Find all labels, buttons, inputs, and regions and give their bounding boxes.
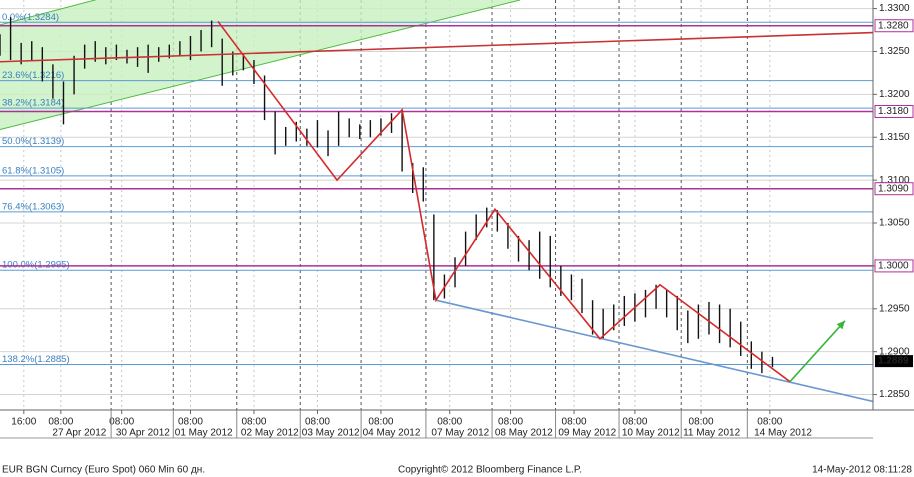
y-tick-label: 1.3050	[879, 218, 910, 229]
footer-right: 14-May-2012 08:11:28	[812, 465, 912, 476]
date-label: 03 May 2012	[302, 428, 360, 439]
trend-line	[435, 299, 873, 403]
trend-line	[0, 31, 873, 63]
plot-area: 0.0%(1.3284) 23.6%(1.3216) 38.2%(1.3184) 50…	[0, 0, 873, 410]
x-tick-label: 08:00	[498, 417, 523, 428]
y-tick-label: 1.2950	[879, 303, 910, 314]
channel-line	[0, 0, 97, 26]
y-tick-label: 1.3300	[879, 3, 910, 14]
date-label: 07 May 2012	[431, 428, 489, 439]
x-tick-label: 16:00	[11, 417, 36, 428]
date-label: 04 May 2012	[363, 428, 421, 439]
arrow-head	[836, 320, 845, 330]
y-tick-label: 1.3100	[879, 175, 910, 186]
footer-left: EUR BGN Curncy (Euro Spot) 060 Min 60 дн…	[2, 465, 205, 476]
fib-label: 61.8%(1.3105)	[2, 165, 64, 176]
x-tick-label: 08:00	[48, 417, 73, 428]
x-tick-label: 08:00	[241, 417, 266, 428]
x-tick-label: 08:00	[368, 417, 393, 428]
x-tick-label: 08:00	[178, 417, 203, 428]
y-tick-label: 1.2850	[879, 389, 910, 400]
fib-label: 76.4%(1.3063)	[2, 201, 64, 212]
fib-label: 50.0%(1.3139)	[2, 136, 64, 147]
y-tick-label: 1.3150	[879, 132, 910, 143]
date-label: 11 May 2012	[683, 428, 741, 439]
y-tick-label: 1.3200	[879, 89, 910, 100]
x-tick-label: 08:00	[305, 417, 330, 428]
last-price-box	[875, 355, 913, 368]
x-tick-label: 08:00	[109, 417, 134, 428]
date-label: 14 May 2012	[754, 428, 812, 439]
x-tick-label: 08:00	[622, 417, 647, 428]
date-label: 10 May 2012	[622, 428, 680, 439]
fib-label: 23.6%(1.3216)	[2, 70, 64, 81]
last-price-label: 1.2889	[878, 356, 909, 367]
x-tick-label: 08:00	[437, 417, 462, 428]
fib-label: 138.2%(1.2885)	[2, 354, 70, 365]
x-tick-label: 08:00	[689, 417, 714, 428]
date-label: 30 Apr 2012	[116, 428, 170, 439]
x-tick-label: 08:00	[757, 417, 782, 428]
trend-line	[217, 20, 791, 383]
level-label: 1.3090	[878, 183, 909, 194]
level-box	[874, 19, 914, 33]
x-tick-label: 08:00	[562, 417, 587, 428]
fib-label: 38.2%(1.3184)	[2, 98, 64, 109]
date-label: 09 May 2012	[558, 428, 616, 439]
y-tick-label: 1.3250	[879, 46, 910, 57]
y-tick-label: 1.2900	[879, 346, 910, 357]
level-box	[874, 105, 914, 119]
date-label: 01 May 2012	[175, 428, 233, 439]
level-label: 1.3180	[878, 106, 909, 117]
level-label: 1.3280	[878, 20, 909, 31]
footer-center: Copyright© 2012 Bloomberg Finance L.P.	[398, 465, 582, 476]
date-label: 08 May 2012	[495, 428, 553, 439]
date-label: 27 Apr 2012	[52, 428, 106, 439]
fib-label: 0.0%(1.3284)	[2, 12, 59, 23]
level-box	[874, 259, 914, 273]
level-box	[874, 182, 914, 196]
date-label: 02 May 2012	[241, 428, 299, 439]
level-label: 1.3000	[878, 261, 909, 272]
trend-line	[789, 320, 846, 383]
axes: 1.2850 1.2900 1.2950 1.3000 1.3050 1.3100 1.31…	[11, 3, 914, 439]
